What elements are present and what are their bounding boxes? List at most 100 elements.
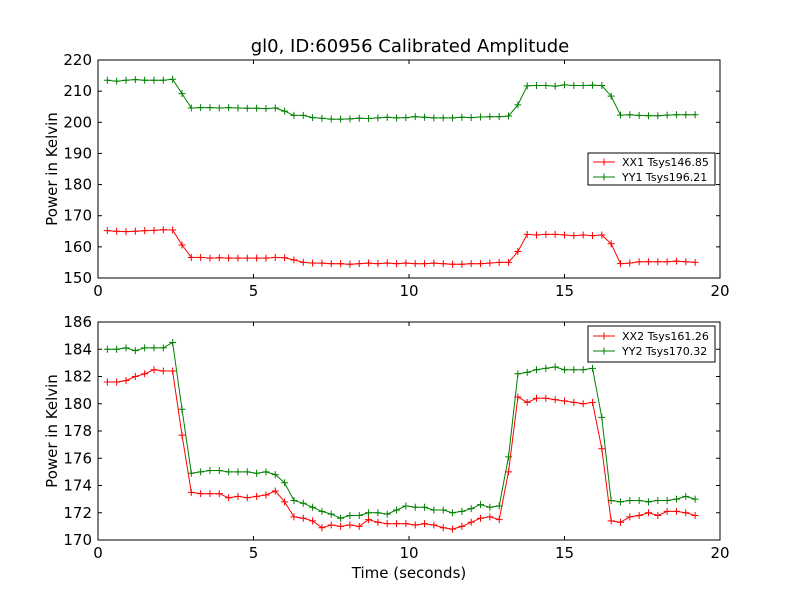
- data-point: [197, 468, 205, 476]
- data-point: [523, 398, 531, 406]
- y-tick-label: 150: [63, 269, 92, 287]
- x-tick-label: 20: [710, 282, 729, 300]
- data-point: [588, 364, 596, 372]
- data-point: [411, 260, 419, 268]
- data-point: [635, 496, 643, 504]
- data-point: [467, 260, 475, 268]
- data-point: [561, 366, 568, 374]
- data-point: [318, 524, 326, 532]
- data-point: [411, 503, 419, 511]
- x-tick-label: 10: [399, 282, 418, 300]
- data-point: [579, 366, 587, 374]
- data-point: [430, 521, 438, 529]
- data-point: [514, 248, 522, 256]
- y-tick-label: 172: [63, 504, 92, 522]
- data-point: [663, 258, 671, 266]
- data-point: [309, 259, 317, 267]
- data-point: [439, 260, 447, 268]
- data-point: [159, 344, 167, 352]
- data-point: [579, 400, 587, 408]
- x-tick-label: 20: [710, 544, 729, 562]
- data-point: [598, 413, 606, 421]
- data-point: [616, 518, 624, 526]
- data-point: [523, 230, 531, 238]
- data-point: [318, 259, 326, 267]
- y-tick-label: 220: [63, 51, 92, 69]
- data-point: [561, 397, 568, 405]
- data-point: [299, 499, 307, 507]
- data-point: [477, 514, 485, 522]
- data-point: [458, 522, 466, 530]
- data-point: [159, 76, 167, 84]
- data-point: [542, 394, 550, 402]
- data-point: [150, 344, 158, 352]
- series-line-xx2: [107, 369, 696, 530]
- data-point: [178, 90, 186, 98]
- data-point: [243, 494, 251, 502]
- data-point: [243, 468, 251, 476]
- data-point: [253, 104, 261, 112]
- data-point: [588, 81, 596, 89]
- data-point: [551, 363, 559, 371]
- data-point: [467, 505, 475, 513]
- data-point: [197, 104, 205, 112]
- data-point: [477, 113, 485, 121]
- data-point: [598, 231, 606, 239]
- data-point: [141, 344, 149, 352]
- y-tick-label: 186: [63, 313, 92, 331]
- data-point: [103, 345, 111, 353]
- chart-title: gl0, ID:60956 Calibrated Amplitude: [251, 36, 570, 57]
- legend-marker: [600, 347, 608, 355]
- y-tick-label: 170: [63, 531, 92, 549]
- data-point: [150, 226, 158, 234]
- data-point: [467, 114, 475, 122]
- data-point: [299, 514, 307, 522]
- data-point: [561, 81, 568, 89]
- data-point: [290, 111, 298, 119]
- data-point: [262, 105, 270, 113]
- data-point: [346, 521, 354, 529]
- data-point: [644, 112, 652, 120]
- data-point: [542, 364, 550, 372]
- data-point: [607, 517, 615, 525]
- data-point: [393, 114, 401, 122]
- data-point: [206, 490, 214, 498]
- data-point: [570, 366, 578, 374]
- data-point: [178, 431, 186, 439]
- data-point: [225, 104, 233, 112]
- data-point: [495, 258, 503, 266]
- data-point: [215, 254, 223, 262]
- x-tick-label: 5: [249, 544, 259, 562]
- data-point: [355, 260, 363, 268]
- data-point: [588, 398, 596, 406]
- data-point: [421, 260, 429, 268]
- data-point: [234, 254, 242, 262]
- data-point: [486, 259, 494, 267]
- data-point: [495, 502, 503, 510]
- data-point: [383, 510, 391, 518]
- x-tick-label: 5: [249, 282, 259, 300]
- data-point: [663, 507, 671, 515]
- data-point: [383, 520, 391, 528]
- data-point: [103, 378, 111, 386]
- data-point: [131, 76, 139, 84]
- data-point: [616, 111, 624, 119]
- data-point: [393, 520, 401, 528]
- data-point: [318, 507, 326, 515]
- data-point: [495, 113, 503, 121]
- data-point: [402, 502, 410, 510]
- data-point: [346, 260, 354, 268]
- data-point: [626, 496, 634, 504]
- data-point: [337, 115, 345, 123]
- bottom-plot: 0 5 10 15 20 170 172 174 176 178 180 182 184 186 Power…: [43, 313, 730, 582]
- data-point: [383, 259, 391, 267]
- data-point: [616, 498, 624, 506]
- x-tick-label: 0: [93, 282, 103, 300]
- data-point: [393, 506, 401, 514]
- data-point: [337, 522, 345, 530]
- data-point: [458, 113, 466, 121]
- data-point: [197, 490, 205, 498]
- data-point: [411, 113, 419, 121]
- data-point: [187, 253, 195, 261]
